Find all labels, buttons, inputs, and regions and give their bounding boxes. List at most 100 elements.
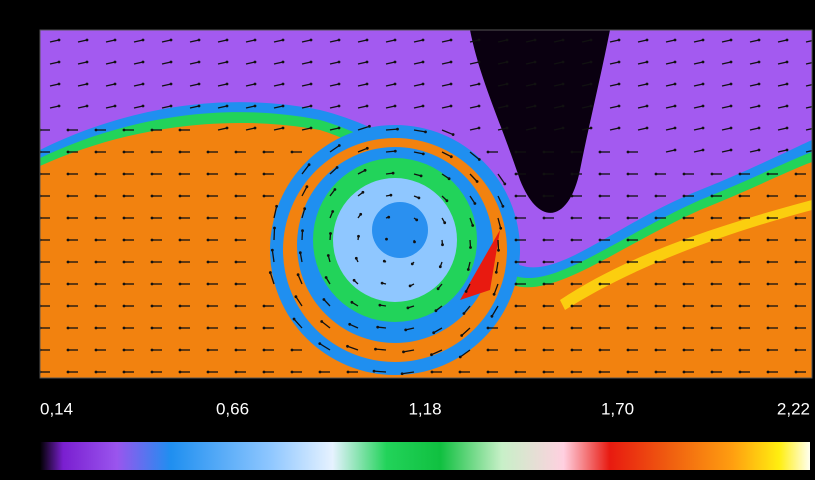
arrow-head <box>123 261 126 264</box>
arrow-head <box>338 105 341 108</box>
arrow-head <box>655 327 658 330</box>
arrow-head <box>711 349 714 352</box>
arrow-head <box>394 105 397 108</box>
arrow-head <box>543 327 546 330</box>
velocity-arrow <box>386 129 398 130</box>
arrow-head <box>67 173 70 176</box>
arrow-head <box>711 173 714 176</box>
arrow-head <box>123 349 126 352</box>
arrow-head <box>711 305 714 308</box>
arrow-head <box>730 127 733 130</box>
arrow-head <box>58 83 61 86</box>
arrow-head <box>373 370 376 373</box>
arrow-head <box>366 105 369 108</box>
arrow-head <box>448 177 451 180</box>
arrow-head <box>562 39 565 42</box>
arrow-head <box>739 195 742 198</box>
arrow-head <box>415 219 418 222</box>
arrow-head <box>627 371 630 374</box>
arrow-head <box>767 371 770 374</box>
arrow-head <box>730 105 733 108</box>
arrow-head <box>338 127 341 130</box>
arrow-head <box>179 371 182 374</box>
arrow-head <box>590 127 593 130</box>
arrow-head <box>387 216 390 219</box>
arrow-head <box>767 217 770 220</box>
flow-field <box>39 30 815 378</box>
arrow-head <box>786 83 789 86</box>
arrow-head <box>460 334 463 337</box>
arrow-head <box>506 127 509 130</box>
arrow-head <box>123 305 126 308</box>
arrow-head <box>394 150 397 153</box>
arrow-head <box>506 39 509 42</box>
arrow-head <box>515 283 518 286</box>
arrow-head <box>275 205 278 208</box>
arrow-head <box>618 127 621 130</box>
arrow-head <box>67 327 70 330</box>
arrow-head <box>303 207 306 210</box>
arrow-head <box>543 195 546 198</box>
arrow-head <box>655 305 658 308</box>
arrow-head <box>355 257 358 260</box>
arrow-head <box>179 283 182 286</box>
arrow-head <box>795 327 798 330</box>
arrow-head <box>435 309 438 312</box>
arrow-head <box>123 239 126 242</box>
arrow-head <box>338 144 341 147</box>
arrow-head <box>543 283 546 286</box>
arrow-head <box>627 217 630 220</box>
arrow-head <box>338 83 341 86</box>
arrow-head <box>422 105 425 108</box>
arrow-head <box>310 61 313 64</box>
arrow-head <box>263 327 266 330</box>
arrow-head <box>646 127 649 130</box>
arrow-head <box>359 213 362 216</box>
arrow-head <box>362 191 365 194</box>
arrow-head <box>320 320 323 323</box>
arrow-head <box>431 371 434 374</box>
arrow-head <box>599 173 602 176</box>
arrow-head <box>338 39 341 42</box>
arrow-head <box>383 260 386 263</box>
arrow-head <box>226 83 229 86</box>
arrow-head <box>478 39 481 42</box>
arrow-head <box>543 305 546 308</box>
arrow-head <box>379 304 382 307</box>
arrow-head <box>170 61 173 64</box>
arrow-head <box>646 83 649 86</box>
arrow-head <box>114 39 117 42</box>
arrow-head <box>67 151 70 154</box>
arrow-head <box>374 348 377 351</box>
arrow-head <box>207 305 210 308</box>
arrow-head <box>67 217 70 220</box>
arrow-head <box>179 217 182 220</box>
arrow-head <box>571 283 574 286</box>
arrow-head <box>450 39 453 42</box>
arrow-head <box>465 290 468 293</box>
arrow-head <box>627 151 630 154</box>
arrow-head <box>411 263 414 266</box>
arrow-head <box>795 371 798 374</box>
arrow-head <box>424 131 427 134</box>
arrow-head <box>599 239 602 242</box>
arrow-head <box>95 305 98 308</box>
arrow-head <box>441 243 444 246</box>
arrow-head <box>758 127 761 130</box>
arrow-head <box>627 305 630 308</box>
arrow-head <box>235 283 238 286</box>
arrow-head <box>114 83 117 86</box>
arrow-head <box>179 129 182 132</box>
arrow-head <box>310 127 313 130</box>
arrow-head <box>627 239 630 242</box>
arrow-head <box>590 39 593 42</box>
arrow-head <box>327 254 330 257</box>
arrow-head <box>263 349 266 352</box>
arrow-head <box>368 125 371 128</box>
arrow-head <box>366 61 369 64</box>
arrow-head <box>627 283 630 286</box>
arrow-head <box>95 327 98 330</box>
arrow-head <box>418 197 421 200</box>
arrow-head <box>515 195 518 198</box>
arrow-head <box>711 195 714 198</box>
